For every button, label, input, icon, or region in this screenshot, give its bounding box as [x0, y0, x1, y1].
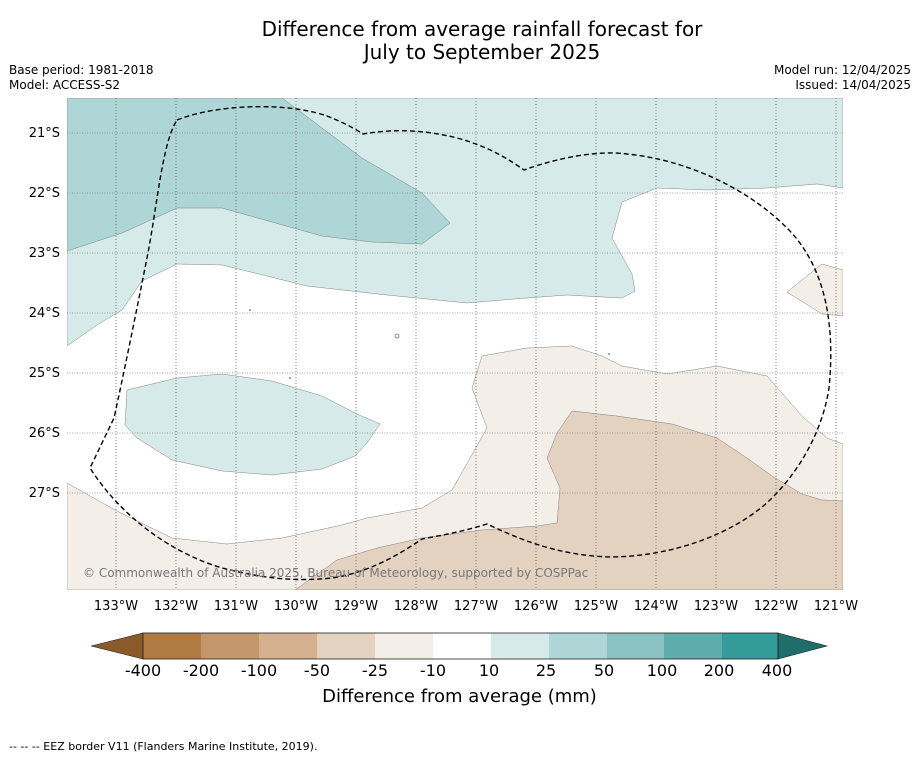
wet-10-25-lower-blob: [124, 373, 381, 476]
colorbar: [90, 630, 830, 666]
colorbar-label: Difference from average (mm): [322, 686, 597, 707]
lon-label-124: 124°W: [633, 599, 679, 614]
footnote-eez: -- -- -- EEZ border V11 (Flanders Marine…: [9, 740, 318, 753]
map-speck: [608, 353, 610, 355]
lat-label-22: 22°S: [28, 186, 60, 201]
colorbar-segment: [375, 633, 433, 659]
colorbar-segment: [549, 633, 607, 659]
colorbar-tick: -10: [419, 661, 447, 680]
colorbar-svg: [90, 632, 829, 660]
colorbar-segment: [491, 633, 549, 659]
lon-label-132: 132°W: [153, 599, 199, 614]
colorbar-tick: -400: [124, 661, 162, 680]
dry-25-50-lower-region: [294, 410, 843, 590]
colorbar-segment: [201, 633, 259, 659]
meta-right: Model run: 12/04/2025 Issued: 14/04/2025: [774, 63, 911, 93]
dry-10-25-right-blob: [786, 263, 843, 317]
colorbar-tick: 100: [646, 661, 678, 680]
longitude-gridlines: [115, 98, 837, 590]
lon-label-129: 129°W: [333, 599, 379, 614]
map-speck: [289, 377, 291, 379]
rainfall-map: [67, 98, 843, 590]
model-name: Model: ACCESS-S2: [9, 78, 121, 92]
issued-date: Issued: 14/04/2025: [795, 78, 911, 92]
colorbar-tick: -200: [182, 661, 220, 680]
colorbar-tick: -50: [303, 661, 331, 680]
lon-label-121: 121°W: [813, 599, 859, 614]
copyright-notice: © Commonwealth of Australia 2025, Bureau…: [83, 566, 589, 580]
lon-label-126: 126°W: [513, 599, 559, 614]
colorbar-tick: 25: [535, 661, 557, 680]
wet-25-50-upper-region: [67, 98, 451, 252]
title-line-1: Difference from average rainfall forecas…: [261, 17, 703, 41]
map-speck: [249, 309, 251, 311]
lon-label-123: 123°W: [693, 599, 739, 614]
colorbar-tick: -25: [361, 661, 389, 680]
colorbar-tick: 200: [703, 661, 735, 680]
colorbar-segment: [259, 633, 317, 659]
eez-border: [89, 105, 832, 581]
colorbar-segment: [317, 633, 375, 659]
colorbar-outline: [142, 632, 779, 660]
lat-label-26: 26°S: [28, 426, 60, 441]
colorbar-segment-lowest: [90, 632, 144, 660]
lon-label-127: 127°W: [453, 599, 499, 614]
model-run: Model run: 12/04/2025: [773, 63, 911, 77]
colorbar-segment: [607, 633, 664, 659]
lon-label-128: 128°W: [393, 599, 439, 614]
base-period: Base period: 1981-2018: [9, 63, 154, 77]
colorbar-segment-highest: [777, 632, 829, 660]
chart-title: Difference from average rainfall forecas…: [0, 18, 919, 64]
lon-label-130: 130°W: [273, 599, 319, 614]
lon-label-131: 131°W: [213, 599, 259, 614]
map-speck: [394, 333, 400, 339]
colorbar-tick: -100: [240, 661, 278, 680]
colorbar-tick: 50: [593, 661, 615, 680]
lat-label-21: 21°S: [28, 126, 60, 141]
lat-label-24: 24°S: [28, 306, 60, 321]
lat-label-25: 25°S: [28, 366, 60, 381]
latitude-gridlines: [67, 132, 843, 494]
lat-label-23: 23°S: [28, 246, 60, 261]
colorbar-segment: [722, 633, 778, 659]
map-svg: [67, 98, 843, 590]
lon-label-125: 125°W: [573, 599, 619, 614]
lat-label-27: 27°S: [28, 486, 60, 501]
title-line-2: July to September 2025: [363, 40, 601, 64]
colorbar-segment: [433, 633, 491, 659]
colorbar-tick: 10: [478, 661, 500, 680]
lon-label-133: 133°W: [93, 599, 139, 614]
colorbar-segment: [664, 633, 722, 659]
lon-label-122: 122°W: [753, 599, 799, 614]
meta-left: Base period: 1981-2018 Model: ACCESS-S2: [9, 63, 154, 93]
colorbar-segment: [143, 633, 201, 659]
colorbar-tick: 400: [761, 661, 793, 680]
